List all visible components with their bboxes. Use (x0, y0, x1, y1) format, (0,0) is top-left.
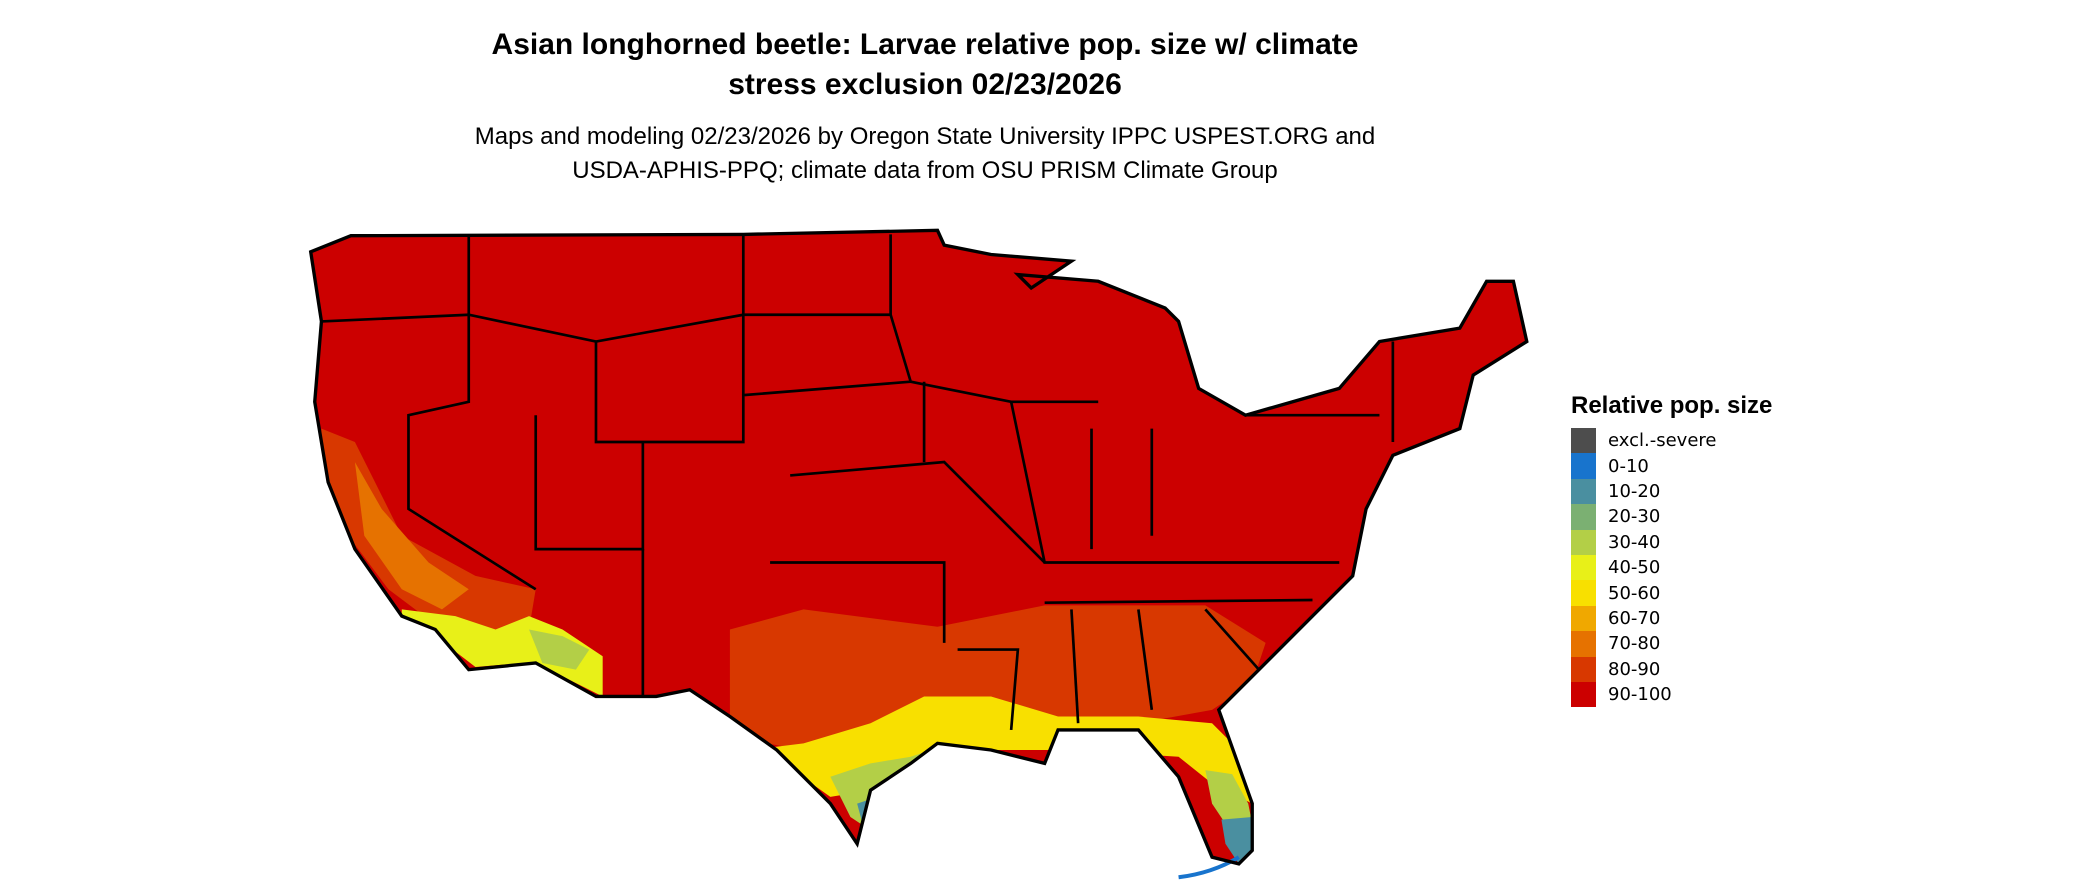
legend-label: 0-10 (1608, 455, 1649, 477)
legend-label: excl.-severe (1608, 430, 1717, 452)
legend-item: 0-10 (1571, 453, 1772, 479)
legend-item: 90-100 (1571, 681, 1772, 708)
zone-30-40-florida (1205, 770, 1253, 824)
legend-label: 60-70 (1608, 607, 1661, 629)
legend-item: 80-90 (1571, 656, 1772, 682)
us-outline (310, 230, 1527, 864)
legend-swatch (1571, 453, 1596, 479)
legend-swatch (1571, 580, 1596, 606)
legend-swatch (1571, 478, 1596, 505)
zone-0-10-florida-keys (1178, 855, 1240, 880)
title-line-1: Asian longhorned beetle: Larvae relative… (491, 28, 1359, 61)
zone-80-90-southeast (729, 605, 1266, 751)
subtitle-line-1: Maps and modeling 02/23/2026 by Oregon S… (474, 123, 1376, 150)
legend-label: 10-20 (1608, 480, 1661, 502)
legend-item: 40-50 (1571, 554, 1772, 581)
legend-item: 50-60 (1571, 580, 1772, 606)
legend-title: Relative pop. size (1571, 392, 1773, 419)
legend-label: 70-80 (1608, 633, 1661, 655)
subtitle-line-2: USDA-APHIS-PPQ; climate data from OSU PR… (572, 157, 1278, 184)
legend-item: excl.-severe (1571, 428, 1772, 454)
legend-swatch (1571, 529, 1596, 555)
legend-label: 40-50 (1608, 557, 1661, 579)
title-line-2: stress exclusion 02/23/2026 (728, 68, 1122, 101)
legend-label: 90-100 (1608, 684, 1672, 706)
legend-swatch (1571, 554, 1596, 581)
zone-30-40-arizona (529, 629, 590, 670)
legend-swatch (1571, 428, 1596, 454)
zone-80-90-southwest (321, 428, 536, 630)
legend-swatch (1571, 504, 1596, 530)
legend-swatch (1571, 605, 1596, 632)
state-borders (321, 234, 1395, 731)
zone-40-50-southwest (401, 609, 603, 697)
legend-swatch (1571, 681, 1596, 708)
legend-label: 50-60 (1608, 582, 1661, 604)
legend-label: 30-40 (1608, 531, 1661, 553)
legend-swatch (1571, 631, 1596, 657)
legend-item: 30-40 (1571, 529, 1772, 555)
legend-item: 70-80 (1571, 631, 1772, 657)
legend-items: excl.-severe 0-10 10-20 20-30 30-40 40-50 50-6… (1571, 428, 1772, 708)
legend-item: 20-30 (1571, 504, 1772, 530)
legend-label: 20-30 (1608, 506, 1661, 528)
legend: Relative pop. size excl.-severe 0-10 10-20… (1571, 392, 1773, 708)
map-title: Asian longhorned beetle: Larvae relative… (400, 25, 1450, 105)
map-subtitle: Maps and modeling 02/23/2026 by Oregon S… (380, 120, 1470, 188)
legend-swatch (1571, 656, 1596, 682)
legend-item: 10-20 (1571, 478, 1772, 505)
legend-item: 60-70 (1571, 605, 1772, 632)
legend-label: 80-90 (1608, 658, 1661, 680)
zone-70-80-california (354, 462, 469, 610)
us-border (308, 228, 1529, 866)
